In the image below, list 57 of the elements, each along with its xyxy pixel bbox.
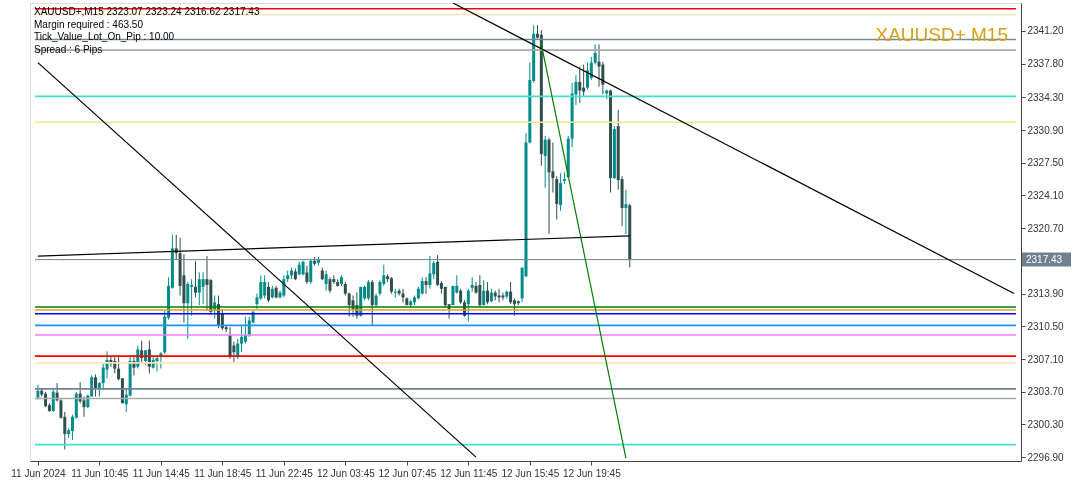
candlestick (543, 135, 547, 189)
x-tick-label: 11 Jun 14:45 (132, 467, 191, 479)
candlestick (478, 274, 482, 308)
y-tick-label: 2327.50 (1027, 157, 1065, 169)
candlestick (240, 324, 244, 353)
annotation: XAUUSD+,M15 2323.07 2323.24 2316.62 2317.43 (34, 6, 260, 17)
candlestick (347, 292, 351, 318)
x-tick-label: 11 Jun 10:45 (71, 467, 129, 479)
candlestick (482, 279, 486, 306)
x-tick-label: 12 Jun 03:45 (316, 467, 376, 479)
candlestick (266, 281, 270, 303)
candlestick (190, 278, 194, 317)
candlestick (305, 265, 309, 285)
candlestick (263, 274, 267, 299)
y-tick-label: 2320.70 (1027, 222, 1065, 234)
x-tick-label: 12 Jun 11:45 (440, 467, 498, 479)
annotation: Spread : 6 Pips (34, 43, 103, 55)
x-tick-label: 12 Jun 15:45 (501, 467, 560, 479)
candlestick (424, 276, 428, 295)
candlestick (324, 269, 328, 292)
y-tick-label: 2334.30 (1027, 91, 1065, 103)
candlestick (624, 189, 628, 235)
annotation: Margin required : 463.50 (34, 18, 144, 30)
candlestick (370, 279, 374, 326)
candlestick (578, 66, 582, 104)
y-tick-label: 2300.30 (1027, 418, 1065, 430)
x-tick-label: 11 Jun 22:45 (255, 467, 314, 479)
candlestick (582, 64, 586, 97)
annotation: Tick_Value_Lot_On_Pip : 10.00 (34, 31, 175, 42)
y-tick-label: 2310.50 (1027, 320, 1065, 332)
candlestick (309, 258, 313, 285)
ref-line-label: 2317.43 (1026, 253, 1063, 265)
y-tick-label: 2296.90 (1027, 451, 1065, 463)
candlestick (193, 260, 197, 298)
y-tick-label: 2303.70 (1027, 386, 1065, 398)
candlestick (428, 255, 432, 290)
candlestick (82, 396, 86, 418)
y-tick-label: 2307.10 (1027, 353, 1065, 365)
candlestick (155, 354, 159, 373)
x-tick-label: 12 Jun 19:45 (562, 467, 622, 479)
candlestick (436, 254, 440, 287)
y-tick-label: 2313.90 (1027, 288, 1065, 300)
y-tick-label: 2324.10 (1027, 189, 1065, 201)
x-tick-label: 11 Jun 18:45 (194, 467, 252, 479)
candlestick (201, 271, 205, 305)
candlestick (585, 62, 589, 91)
candlestick (186, 281, 190, 340)
y-tick-label: 2341.20 (1027, 25, 1065, 37)
candlestick (243, 316, 247, 345)
y-tick-label: 2337.80 (1027, 58, 1065, 70)
candlestick (593, 43, 597, 66)
candlestick (197, 271, 201, 306)
y-tick-label: 2330.90 (1027, 124, 1065, 136)
x-tick-label: 12 Jun 07:45 (378, 467, 437, 479)
candlestick (509, 281, 513, 305)
candlestick (205, 255, 209, 312)
x-tick-label: 11 Jun 2024 (11, 467, 66, 479)
